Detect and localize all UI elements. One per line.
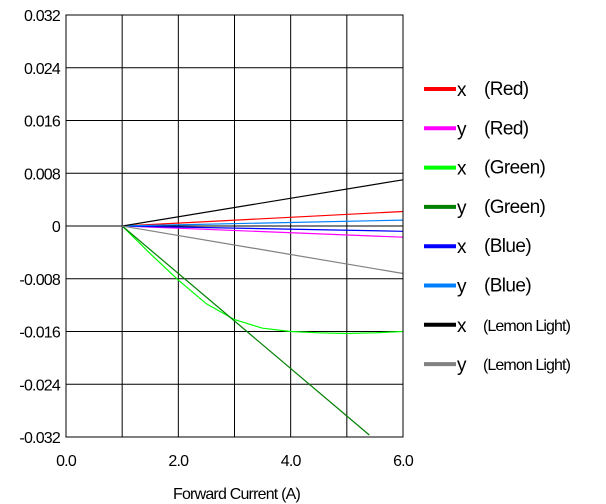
plot-border <box>65 14 404 438</box>
legend-letter: x <box>457 316 467 337</box>
x-tick-label: 0.0 <box>56 453 77 470</box>
series-line-3 <box>121 225 370 436</box>
series-line-0 <box>122 210 404 227</box>
legend-label: (Lemon Light) <box>483 318 571 335</box>
series-line-5 <box>122 219 404 227</box>
legend-label: (Red) <box>484 79 529 100</box>
legend-letter: x <box>457 80 467 101</box>
y-tick-label: -0.016 <box>19 325 60 342</box>
y-tick-label: 0.032 <box>24 8 61 25</box>
legend-item: x (Lemon Light) <box>424 316 571 337</box>
y-tick-label: -0.008 <box>19 272 60 289</box>
legend-label: (Blue) <box>484 236 531 257</box>
legend-item: x (Green) <box>424 158 546 180</box>
y-tick-label: 0.008 <box>24 166 61 183</box>
legend-letter: x <box>457 159 467 180</box>
legend-item: y (Red) <box>424 118 529 140</box>
series-line-4 <box>122 225 404 232</box>
legend-letter: y <box>457 277 467 298</box>
legend-label: (Red) <box>484 118 529 139</box>
y-tick-label: -0.024 <box>19 377 60 394</box>
x-tick-label: 4.0 <box>281 453 302 470</box>
series-line-6 <box>122 179 404 227</box>
legend-label: (Blue) <box>484 276 531 297</box>
legend-letter: y <box>457 119 467 140</box>
legend-letter: y <box>457 355 467 376</box>
legend: x (Red) y (Red) x (Green) y (Green) x (Blue) y (Blu… <box>424 79 571 376</box>
y-axis-ticks: 0.032 0.024 0.016 0.008 0 -0.008 -0.016 -0.024 -… <box>19 8 61 447</box>
legend-letter: x <box>457 237 467 258</box>
legend-label: (Green) <box>484 197 546 218</box>
legend-label: (Lemon Light) <box>483 357 571 374</box>
plot-area <box>65 14 404 438</box>
y-tick-label: -0.032 <box>19 430 60 447</box>
series-lines <box>121 179 404 436</box>
legend-item: y (Lemon Light) <box>424 355 571 376</box>
series-line-2 <box>121 225 404 335</box>
x-axis-label: Forward Current (A) <box>173 486 301 503</box>
x-tick-label: 6.0 <box>393 453 414 470</box>
grid-lines <box>66 15 403 437</box>
series-line-1 <box>122 225 404 238</box>
y-tick-label: 0 <box>52 219 61 236</box>
legend-label: (Green) <box>484 158 546 179</box>
series-line-7 <box>122 225 404 275</box>
y-tick-label: 0.016 <box>24 114 61 131</box>
legend-item: y (Green) <box>424 197 546 219</box>
legend-item: x (Red) <box>424 79 529 101</box>
legend-item: x (Blue) <box>424 236 532 258</box>
x-axis-ticks: 0.0 2.0 4.0 6.0 <box>56 453 415 470</box>
y-tick-label: 0.024 <box>24 61 61 78</box>
x-tick-label: 2.0 <box>168 453 189 470</box>
legend-item: y (Blue) <box>424 276 532 298</box>
legend-letter: y <box>457 198 467 219</box>
